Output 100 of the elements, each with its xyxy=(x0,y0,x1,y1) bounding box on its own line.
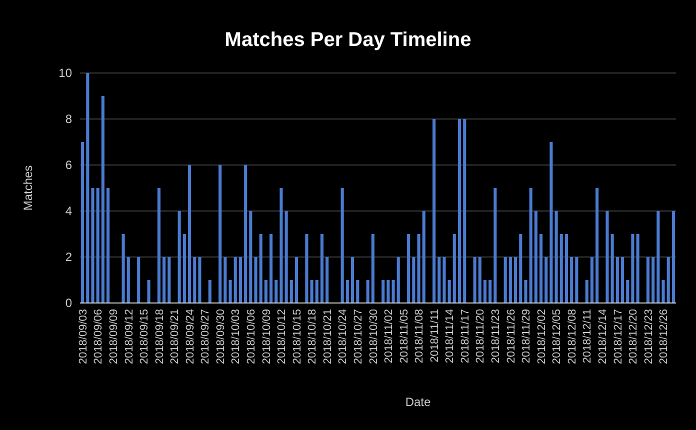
bar xyxy=(488,280,492,303)
x-tick-label: 2018/12/08 xyxy=(566,309,578,364)
x-tick-label: 2018/11/02 xyxy=(383,309,396,364)
bar xyxy=(524,280,528,303)
bar xyxy=(458,119,462,303)
bar xyxy=(366,280,370,303)
bar xyxy=(539,234,543,303)
x-tick-label: 2018/12/14 xyxy=(596,309,609,364)
bar xyxy=(228,280,232,303)
x-tick-label: 2018/12/05 xyxy=(551,309,564,364)
bar xyxy=(590,257,594,303)
bar xyxy=(168,257,171,303)
bar xyxy=(575,257,578,303)
bar xyxy=(137,257,140,303)
bar xyxy=(606,211,609,303)
bar xyxy=(666,257,670,303)
y-tick-label: 0 xyxy=(65,296,72,310)
x-tick-label: 2018/11/17 xyxy=(459,309,472,364)
x-tick-label: 2018/09/18 xyxy=(154,309,166,364)
bar xyxy=(96,188,100,303)
bar xyxy=(346,280,349,303)
bar xyxy=(534,211,538,303)
bar xyxy=(550,142,553,303)
x-tick-label: 2018/10/18 xyxy=(306,309,319,364)
y-tick-label: 2 xyxy=(65,250,72,264)
bar xyxy=(188,165,192,303)
bar xyxy=(238,257,242,303)
bar xyxy=(656,211,660,303)
bar xyxy=(652,257,655,303)
bar xyxy=(193,257,196,303)
chart-title: Matches Per Day Timeline xyxy=(224,29,472,51)
bar xyxy=(101,96,104,303)
x-tick-label: 2018/10/09 xyxy=(260,309,273,364)
x-axis-title: Date xyxy=(405,395,431,409)
bar xyxy=(351,257,354,303)
bar xyxy=(371,234,374,303)
bar xyxy=(570,257,574,303)
bar xyxy=(294,257,298,303)
bar xyxy=(254,257,258,303)
bar xyxy=(208,280,212,303)
x-tick-label: 2018/10/03 xyxy=(230,309,242,364)
bar xyxy=(554,211,558,303)
x-tick-label: 2018/09/12 xyxy=(123,309,136,364)
bar xyxy=(280,188,283,303)
x-tick-label: 2018/12/11 xyxy=(582,309,594,364)
bar xyxy=(646,257,650,303)
bar xyxy=(234,257,237,303)
bar xyxy=(81,142,84,303)
x-tick-label: 2018/11/23 xyxy=(490,309,502,364)
bar xyxy=(636,234,640,303)
bar xyxy=(356,280,360,303)
bar xyxy=(463,119,466,303)
bar xyxy=(126,257,130,303)
bar xyxy=(274,280,278,303)
x-tick-label: 2018/12/23 xyxy=(642,309,655,364)
x-tick-label: 2018/12/02 xyxy=(536,309,548,364)
bar xyxy=(478,257,482,303)
bar xyxy=(315,280,318,303)
bar xyxy=(178,211,181,303)
bar xyxy=(162,257,166,303)
bar xyxy=(326,257,329,303)
bar xyxy=(442,257,446,303)
x-tick-label: 2018/11/20 xyxy=(474,309,487,364)
bar xyxy=(147,280,150,303)
bar xyxy=(432,119,436,303)
x-tick-label: 2018/12/26 xyxy=(658,309,670,364)
bar xyxy=(422,211,426,303)
bar xyxy=(417,234,420,303)
x-tick-label: 2018/09/24 xyxy=(184,309,196,364)
bar xyxy=(198,257,202,303)
bar xyxy=(386,280,390,303)
x-tick-label: 2018/11/11 xyxy=(428,309,441,362)
bar xyxy=(631,234,634,303)
x-tick-label: 2018/10/27 xyxy=(352,309,364,364)
x-tick-label: 2018/10/06 xyxy=(246,309,258,364)
bar xyxy=(407,234,410,303)
bar xyxy=(514,257,518,303)
bar xyxy=(452,234,456,303)
x-tick-label: 2018/09/03 xyxy=(77,309,90,364)
bar xyxy=(182,234,186,303)
bar xyxy=(392,280,395,303)
y-tick-label: 4 xyxy=(65,204,72,218)
x-tick-label: 2018/12/20 xyxy=(628,309,640,364)
y-tick-label: 8 xyxy=(65,112,72,126)
bar xyxy=(249,211,252,303)
x-tick-label: 2018/11/29 xyxy=(520,309,533,364)
bar xyxy=(494,188,497,303)
x-tick-label: 2018/10/30 xyxy=(368,309,380,364)
x-tick-label: 2018/11/14 xyxy=(444,309,456,364)
bar xyxy=(284,211,288,303)
x-tick-label: 2018/09/09 xyxy=(108,309,120,364)
bar xyxy=(305,234,308,303)
x-tick-label: 2018/09/27 xyxy=(200,309,212,364)
bar xyxy=(585,280,588,303)
bar xyxy=(412,257,416,303)
bar xyxy=(438,257,441,303)
bar xyxy=(504,257,507,303)
x-tick-label: 2018/12/17 xyxy=(612,309,624,364)
bar xyxy=(91,188,94,303)
bar xyxy=(244,165,248,303)
